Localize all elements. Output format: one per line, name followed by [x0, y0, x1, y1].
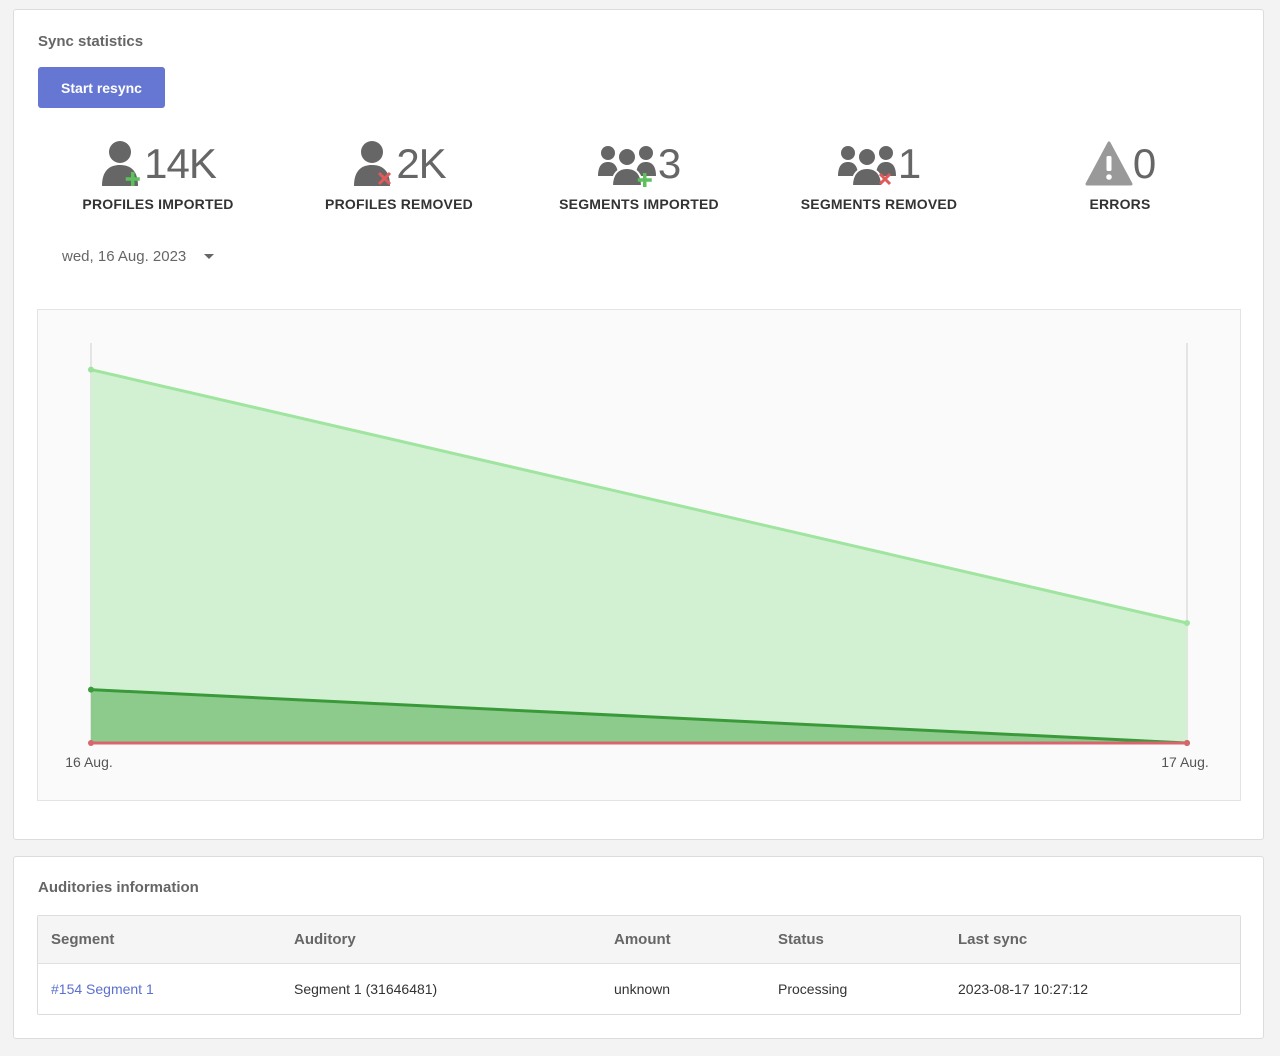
users-plus-icon — [597, 146, 656, 187]
amount-cell: unknown — [614, 981, 671, 997]
sync-statistics-title: Sync statistics — [38, 33, 144, 50]
series-3-point — [88, 740, 94, 746]
stat-label: PROFILES REMOVED — [325, 196, 473, 212]
auditory-cell: Segment 1 (31646481) — [294, 981, 438, 997]
caret-down-icon — [204, 254, 215, 259]
stat-label: PROFILES IMPORTED — [82, 196, 234, 212]
users-remove-icon — [837, 146, 896, 187]
stat-value: 0 — [1132, 140, 1156, 187]
sync-statistics-card: Sync statistics Start resync 14K PROFILE… — [13, 9, 1264, 840]
series-2-area — [91, 689, 1187, 743]
last-sync-cell: 2023-08-17 10:27:12 — [958, 981, 1088, 997]
column-header-last-sync: Last sync — [958, 931, 1028, 948]
stat-errors: 0 ERRORS — [1000, 138, 1240, 212]
series-1-point — [1184, 620, 1190, 626]
stat-segments-removed: 1 SEGMENTS REMOVED — [759, 138, 999, 212]
stat-value: 3 — [657, 140, 681, 187]
series-1-line — [90, 368, 1188, 625]
auditories-title: Auditories information — [38, 879, 199, 896]
stat-segments-imported: 3 SEGMENTS IMPORTED — [519, 138, 759, 212]
series-2-line — [90, 688, 1188, 745]
stat-value: 2K — [396, 140, 446, 187]
series-3-point — [1184, 740, 1190, 746]
stat-label: SEGMENTS IMPORTED — [559, 196, 719, 212]
column-header-segment: Segment — [51, 931, 115, 948]
column-header-auditory: Auditory — [294, 931, 356, 948]
date-filter-dropdown[interactable]: wed, 16 Aug. 2023 — [62, 248, 215, 265]
x-tick-label: 16 Aug. — [65, 754, 113, 770]
stat-label: ERRORS — [1089, 196, 1151, 212]
table-header: Segment Auditory Amount Status Last sync — [38, 916, 1240, 964]
series-1-point — [88, 366, 94, 373]
x-tick-label: 17 Aug. — [1161, 754, 1209, 770]
stat-profiles-imported: 14K PROFILES IMPORTED — [38, 138, 278, 212]
stat-profiles-removed: 2K PROFILES REMOVED — [279, 138, 519, 212]
stat-value: 14K — [144, 140, 217, 187]
series-1-area — [91, 369, 1187, 743]
column-header-status: Status — [778, 931, 824, 948]
segment-cell: #154 Segment 1 — [51, 964, 154, 1014]
stat-value: 1 — [897, 140, 921, 187]
user-remove-icon — [354, 141, 392, 186]
table-row: #154 Segment 1 Segment 1 (31646481) unkn… — [38, 964, 1240, 1014]
segment-link[interactable]: #154 Segment 1 — [51, 981, 154, 997]
column-header-amount: Amount — [614, 931, 671, 948]
sync-chart-svg: 16 Aug. 17 Aug. — [65, 343, 1209, 770]
date-filter-value: wed, 16 Aug. 2023 — [62, 248, 187, 265]
auditories-card: Auditories information Segment Auditory … — [13, 856, 1264, 1039]
warning-icon — [1085, 141, 1133, 186]
status-cell: Processing — [778, 981, 848, 997]
stat-label: SEGMENTS REMOVED — [800, 196, 958, 212]
start-resync-button[interactable]: Start resync — [38, 67, 165, 108]
series-2-point — [88, 686, 94, 693]
sync-chart: 16 Aug. 17 Aug. — [37, 309, 1241, 801]
auditories-table: Segment Auditory Amount Status Last sync… — [37, 915, 1241, 1015]
user-plus-icon — [102, 141, 140, 186]
